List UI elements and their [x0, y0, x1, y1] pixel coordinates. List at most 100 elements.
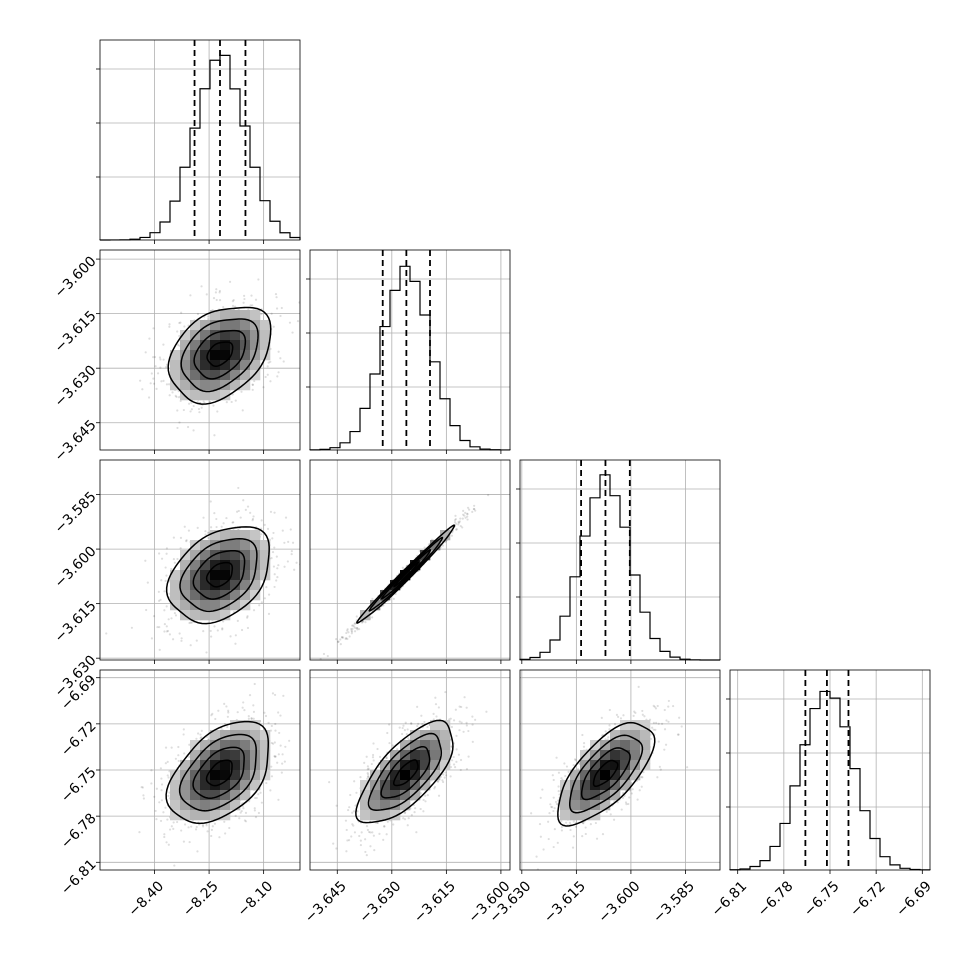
scatter-point	[179, 547, 182, 550]
scatter-point	[423, 720, 426, 724]
scatter-point	[367, 767, 370, 770]
scatter-point	[212, 297, 216, 300]
scatter-point	[288, 739, 291, 742]
scatter-point	[283, 541, 286, 544]
scatter-point	[165, 383, 169, 386]
scatter-point	[472, 507, 475, 511]
scatter-point	[190, 408, 193, 411]
contour-1sigma	[192, 746, 245, 799]
scatter-point	[173, 864, 176, 867]
scatter-point	[246, 616, 249, 619]
density-cell	[240, 790, 251, 801]
scatter-point	[372, 742, 375, 745]
scatter-point	[460, 705, 463, 709]
contour-0.5sigma	[205, 561, 234, 588]
scatter-point	[170, 825, 173, 828]
scatter-point	[167, 618, 170, 621]
scatter-point	[231, 521, 234, 524]
density-cell	[400, 780, 411, 791]
scatter-point	[347, 808, 350, 812]
scatter-point	[252, 717, 255, 720]
density-cell	[190, 810, 201, 821]
density-cell	[380, 770, 391, 781]
contour-1.5sigma	[180, 318, 259, 393]
density-cell	[410, 790, 421, 801]
scatter-point	[215, 517, 218, 521]
density-cell	[190, 610, 201, 621]
scatter-point	[282, 360, 285, 363]
density-cell	[190, 390, 201, 401]
scatter-point	[179, 399, 182, 403]
y-tick-label: −3.600	[52, 543, 100, 591]
scatter-point	[345, 631, 348, 635]
scatter-point	[247, 308, 250, 311]
density-cell	[230, 540, 241, 551]
scatter-point	[466, 518, 469, 521]
scatter-point	[306, 511, 308, 513]
panel-content	[530, 685, 689, 870]
scatter-point	[204, 533, 207, 536]
scatter-point	[385, 756, 388, 760]
scatter-point	[251, 383, 255, 386]
scatter-point	[269, 510, 273, 513]
scatter-point	[344, 637, 347, 641]
scatter-point	[249, 304, 252, 307]
scatter-point	[182, 840, 186, 843]
scatter-point	[164, 579, 167, 583]
scatter-point	[354, 626, 357, 630]
scatter-point	[270, 312, 273, 315]
scatter-point	[183, 525, 186, 528]
scatter-point	[159, 819, 163, 823]
scatter-point	[378, 832, 381, 835]
scatter-point	[414, 807, 417, 810]
density-cell	[180, 760, 191, 771]
scatter-point	[345, 636, 348, 640]
density-cell	[200, 810, 211, 821]
scatter-point	[364, 838, 367, 841]
density-cell	[220, 790, 231, 801]
density-cell	[260, 350, 271, 361]
scatter-point	[224, 832, 227, 835]
contour-1.5sigma	[179, 538, 258, 613]
density-cell	[210, 570, 221, 581]
density-cell	[220, 570, 231, 581]
scatter-point	[275, 307, 279, 310]
scatter-point	[265, 781, 268, 785]
scatter-point	[282, 694, 285, 697]
scatter-point	[222, 305, 225, 309]
x-tick-label: −3.615	[411, 878, 459, 926]
density-cell	[190, 770, 201, 781]
scatter-point	[271, 550, 275, 554]
scatter-point	[353, 625, 356, 628]
scatter-point	[174, 394, 177, 397]
scatter-point	[371, 831, 374, 834]
scatter-panel-p3-vs-p1: −3.645 −3.630 −3.615 −3.600	[302, 669, 514, 926]
scatter-point	[254, 816, 258, 819]
density-cell	[360, 790, 371, 801]
scatter-point	[284, 516, 288, 519]
scatter-point	[351, 624, 354, 627]
scatter-point	[227, 711, 230, 714]
density-cell	[220, 390, 231, 401]
density-cell	[410, 750, 421, 761]
contour-0.5sigma	[206, 341, 234, 367]
density-cell	[440, 720, 451, 731]
scatter-point	[263, 523, 266, 526]
scatter-point	[241, 706, 244, 709]
panel-frame	[99, 459, 301, 661]
density-cell	[190, 750, 201, 761]
density-cell	[210, 390, 221, 401]
scatter-point	[283, 760, 286, 763]
scatter-point	[457, 753, 460, 756]
density-cell	[230, 370, 241, 381]
scatter-point	[260, 313, 263, 316]
scatter-point	[442, 780, 445, 784]
scatter-point	[253, 379, 256, 383]
scatter-point	[406, 824, 409, 827]
density-cell	[240, 720, 251, 731]
scatter-point	[269, 380, 272, 383]
scatter-point	[162, 811, 165, 814]
density-cell	[200, 380, 211, 391]
scatter-point	[210, 828, 213, 831]
density-cell	[190, 590, 201, 601]
